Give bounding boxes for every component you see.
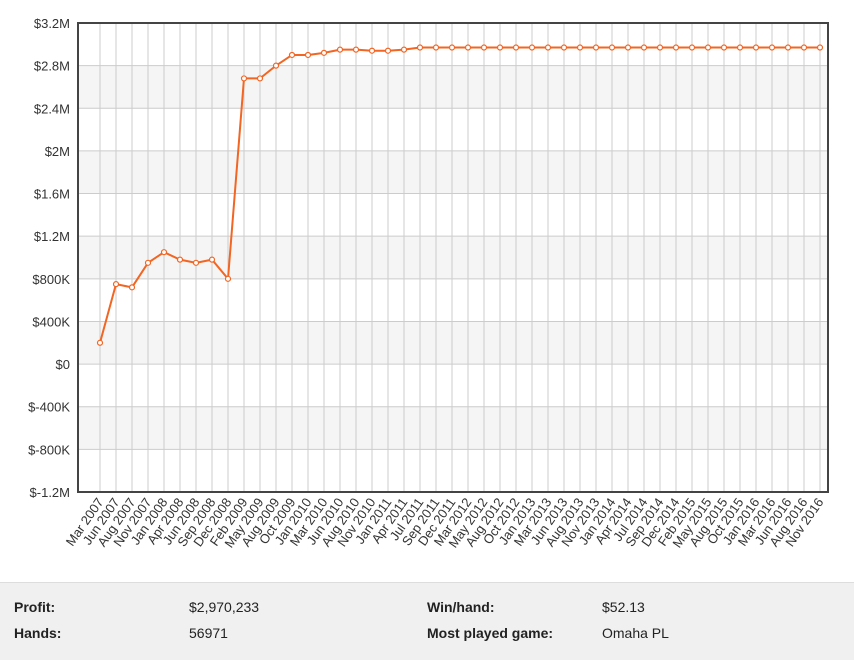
point — [512, 44, 520, 51]
point — [256, 75, 264, 82]
label: Profit: — [14, 599, 56, 615]
grid-band — [78, 321, 828, 365]
y-tick-label: $1.2M — [34, 229, 70, 244]
y-tick-label: $800K — [32, 272, 70, 287]
point — [176, 256, 184, 263]
point — [384, 47, 392, 54]
y-tick-label: $1.6M — [34, 187, 70, 202]
y-tick-label: $400K — [32, 314, 70, 329]
value: Omaha PL — [602, 625, 669, 641]
point — [784, 44, 792, 51]
point — [528, 44, 536, 51]
y-tick-label: $2.4M — [34, 101, 70, 116]
label: Win/hand: — [427, 599, 495, 615]
label: Hands: — [14, 625, 62, 641]
y-tick-label: $-400K — [28, 400, 70, 415]
point — [96, 339, 104, 346]
point — [656, 44, 664, 51]
y-tick-label: $2M — [45, 144, 70, 159]
point — [544, 44, 552, 51]
point — [816, 44, 824, 51]
value: $2,970,233 — [189, 599, 260, 615]
point — [144, 259, 152, 266]
point — [368, 47, 376, 54]
point — [400, 46, 408, 53]
point — [640, 44, 648, 51]
point — [800, 44, 808, 51]
point — [480, 44, 488, 51]
point — [272, 62, 280, 69]
point — [160, 249, 168, 256]
point — [192, 259, 200, 266]
point — [304, 51, 312, 59]
point — [112, 281, 120, 288]
point — [288, 51, 296, 59]
y-tick-label: $-1.2M — [30, 485, 70, 500]
point — [240, 75, 248, 82]
chart: $-1.2M $-800K $-400K $0 $400K $800K $1.2M $1.6M… — [28, 16, 829, 550]
grid-band — [78, 236, 828, 279]
point — [320, 49, 328, 56]
y-tick-label: $2.8M — [34, 59, 70, 74]
point — [720, 44, 728, 51]
point — [768, 44, 776, 51]
y-tick-label: $0 — [56, 357, 70, 372]
point — [448, 44, 456, 51]
grid-band — [78, 65, 828, 109]
point — [336, 46, 344, 53]
point — [416, 44, 424, 51]
point — [464, 44, 472, 51]
point — [592, 44, 600, 51]
point — [704, 44, 712, 51]
y-tick-label: $-800K — [28, 442, 70, 457]
point — [688, 44, 696, 51]
label: Most played game: — [427, 625, 554, 641]
point — [576, 44, 584, 51]
point — [672, 44, 680, 51]
point — [128, 284, 136, 291]
point — [608, 44, 616, 51]
value: $52.13 — [602, 599, 645, 615]
plot-border — [77, 22, 829, 493]
point — [736, 44, 744, 51]
value: 56971 — [189, 625, 228, 641]
point — [352, 46, 360, 53]
point — [752, 44, 760, 51]
y-tick-label: $3.2M — [34, 16, 70, 31]
line — [99, 46, 820, 344]
point — [496, 44, 504, 51]
point — [224, 275, 232, 282]
point — [560, 44, 568, 51]
point — [432, 44, 440, 51]
grid-band — [78, 150, 828, 194]
stats-panel: Profit: $2,970,233 Win/hand: $52.13 Hand… — [0, 582, 854, 660]
point — [208, 256, 216, 263]
point — [624, 44, 632, 51]
grid-band — [78, 406, 828, 450]
